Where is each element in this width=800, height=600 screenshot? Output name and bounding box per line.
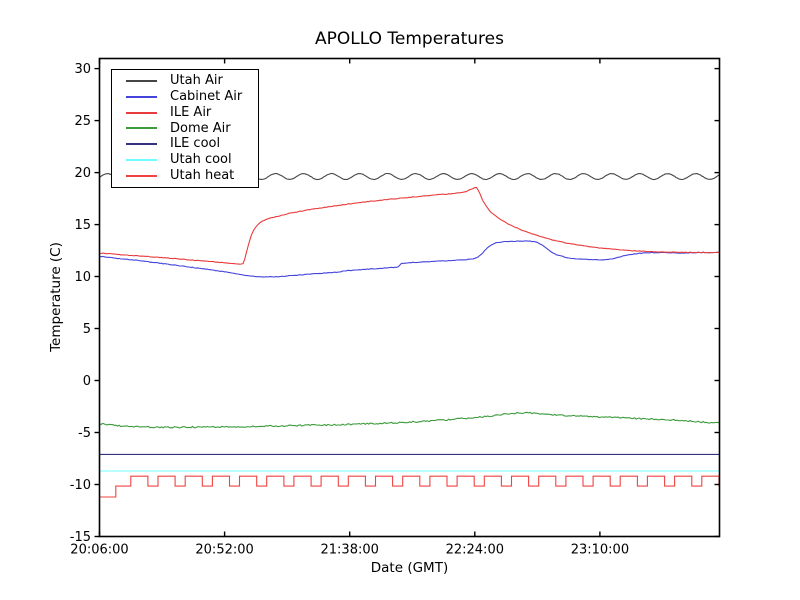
x-tick-label: 20:52:00 — [195, 543, 253, 558]
y-tick-label: 30 — [74, 62, 91, 77]
legend-item: ILE Air — [126, 105, 258, 121]
y-tick-label: 15 — [74, 218, 91, 233]
legend-item-label: Utah Air — [170, 73, 223, 89]
y-tick-label: 0 — [83, 374, 91, 389]
legend-item-label: Utah cool — [170, 152, 232, 168]
legend-item: Dome Air — [126, 121, 258, 137]
y-tick-label: 25 — [74, 114, 91, 129]
series-line-utah-heat — [99, 475, 720, 498]
legend: Utah Air Cabinet Air ILE Air Dome Air ILE co… — [111, 69, 259, 188]
legend-item-label: ILE Air — [170, 104, 212, 120]
x-tick-label: 23:10:00 — [571, 543, 629, 558]
legend-item-label: Utah heat — [170, 167, 235, 183]
legend-item: ILE cool — [126, 136, 258, 152]
legend-item: Utah Air — [126, 73, 258, 89]
legend-item-label: Cabinet Air — [170, 89, 243, 104]
chart-title: APOLLO Temperatures — [315, 29, 504, 49]
legend-item-label: Dome Air — [170, 120, 231, 136]
y-tick-label: 20 — [74, 166, 91, 181]
legend-line-sample — [126, 127, 157, 130]
series-line-ile-air — [99, 186, 720, 265]
legend-line-sample — [126, 80, 157, 83]
legend-line-sample — [126, 159, 157, 162]
y-axis-label: Temperature (C) — [48, 242, 64, 352]
x-axis-label: Date (GMT) — [370, 560, 449, 576]
x-tick-label: 21:38:00 — [321, 543, 379, 558]
legend-item: Cabinet Air — [126, 89, 258, 105]
series-line-cabinet-air — [99, 240, 720, 278]
legend-line-sample — [126, 95, 157, 98]
y-tick-label: 5 — [83, 322, 91, 337]
x-tick-label: 22:24:00 — [446, 543, 504, 558]
y-tick-label: -10 — [70, 478, 91, 493]
legend-line-sample — [126, 143, 157, 146]
plot-frame — [98, 57, 721, 538]
y-tick-label: -5 — [78, 426, 91, 441]
x-tick-label: 20:06:00 — [70, 543, 128, 558]
legend-item-label: ILE cool — [170, 136, 221, 152]
legend-item: Utah heat — [126, 168, 258, 184]
y-tick-label: 10 — [74, 270, 91, 285]
y-tick-label: -15 — [70, 530, 91, 545]
series-line-dome-air — [99, 411, 720, 429]
legend-item: Utah cool — [126, 152, 258, 168]
legend-line-sample — [126, 174, 157, 177]
legend-line-sample — [126, 111, 157, 114]
